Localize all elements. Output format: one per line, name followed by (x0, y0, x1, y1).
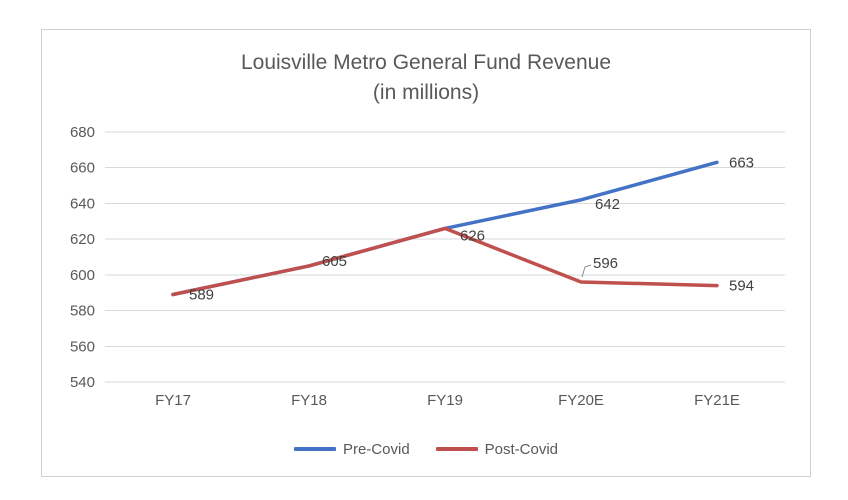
x-axis-label: FY20E (558, 392, 604, 409)
legend-label-post-covid: Post-Covid (484, 440, 559, 458)
x-axis-label: FY18 (291, 392, 327, 409)
post-covid-line-swatch (435, 447, 478, 451)
data-label: 626 (460, 227, 485, 244)
y-axis-label: 660 (70, 160, 95, 177)
x-axis-label: FY21E (694, 392, 740, 409)
legend-item-pre-covid: Pre-Covid (293, 440, 410, 458)
data-label: 594 (729, 278, 754, 295)
pre-covid-line-swatch (293, 447, 336, 451)
x-axis-label: FY17 (155, 392, 191, 409)
y-axis-label: 560 (70, 338, 95, 355)
chart-frame: Louisville Metro General Fund Revenue (i… (41, 29, 811, 477)
series-line-post-covid (171, 226, 719, 297)
legend-label-pre-covid: Pre-Covid (342, 440, 410, 458)
chart-legend: Pre-Covid Post-Covid (42, 422, 810, 476)
legend-item-post-covid: Post-Covid (435, 440, 559, 458)
data-label: 605 (322, 253, 347, 270)
y-axis-label: 620 (70, 231, 95, 248)
callout-leader-line (581, 264, 592, 278)
data-label: 596 (593, 255, 618, 272)
data-label: 663 (729, 154, 754, 171)
y-axis-label: 640 (70, 195, 95, 212)
y-axis-label: 580 (70, 303, 95, 320)
chart-title: Louisville Metro General Fund Revenue (240, 51, 612, 74)
data-label: 589 (189, 287, 214, 304)
chart-subtitle: (in millions) (372, 81, 480, 104)
x-axis-label: FY19 (427, 392, 463, 409)
y-axis-label: 680 (70, 124, 95, 141)
y-axis-label: 600 (70, 267, 95, 284)
line-chart-plot: 540 560 580 600 620 640 660 680 FY17 FY18 FY19 FY20… (70, 124, 785, 409)
data-label: 642 (595, 196, 620, 213)
y-axis-label: 540 (70, 374, 95, 391)
